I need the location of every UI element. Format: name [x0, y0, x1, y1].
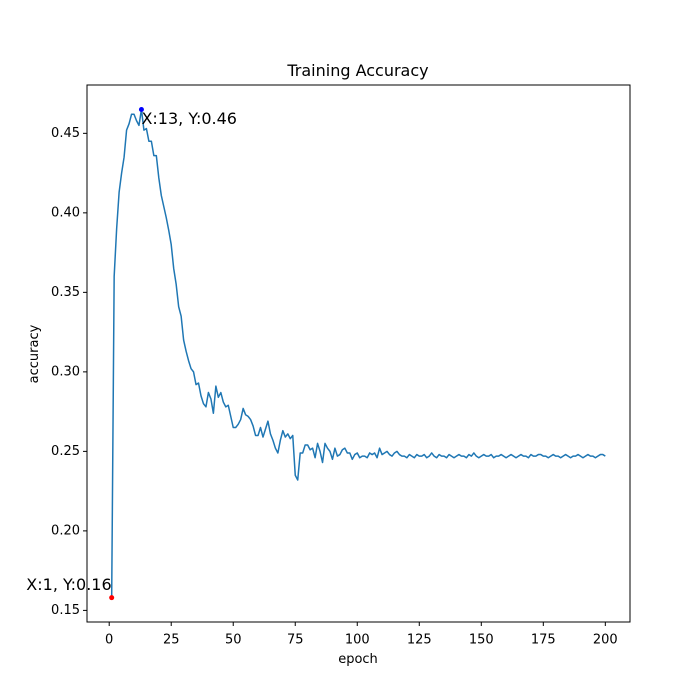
line	[110, 108, 606, 598]
y-tick-label: 0.40	[51, 205, 80, 220]
annotation-point	[109, 595, 115, 601]
x-tick-label: 0	[105, 633, 113, 648]
annotation-text: X:1, Y:0.16	[26, 575, 111, 594]
y-tick-label: 0.35	[51, 285, 80, 300]
y-axis-label: accuracy	[27, 324, 42, 383]
x-tick-label: 200	[593, 633, 618, 648]
x-tick-label: 125	[407, 633, 432, 648]
y-tick-label: 0.20	[51, 523, 80, 538]
x-tick-label: 100	[345, 633, 370, 648]
x-tick-label: 25	[163, 633, 180, 648]
x-tick-label: 50	[225, 633, 242, 648]
chart-title: Training Accuracy	[286, 61, 428, 80]
x-tick-label: 175	[531, 633, 556, 648]
x-tick-label: 150	[469, 633, 494, 648]
y-tick-label: 0.45	[51, 126, 80, 141]
plot-frame	[86, 84, 631, 623]
x-axis-label: epoch	[338, 652, 378, 667]
x-tick-label: 75	[287, 633, 304, 648]
y-tick-label: 0.25	[51, 444, 80, 459]
y-tick-label: 0.15	[51, 603, 80, 618]
annotation-text: X:13, Y:0.46	[141, 109, 237, 128]
annotation-point	[138, 106, 144, 112]
y-tick-label: 0.30	[51, 364, 80, 379]
